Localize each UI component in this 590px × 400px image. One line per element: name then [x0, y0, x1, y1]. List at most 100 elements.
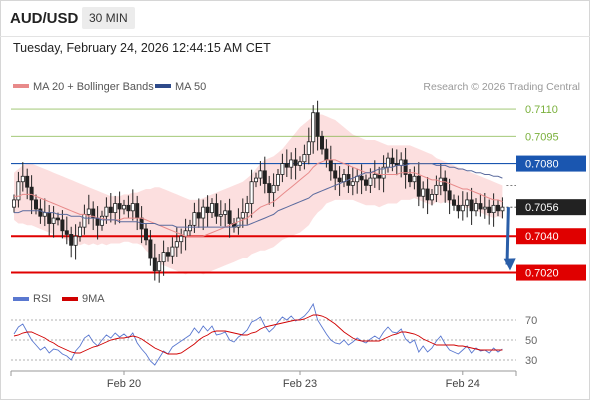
candle [337, 166, 342, 196]
bearish-candle-body [117, 203, 122, 210]
ma50-legend-label: MA 50 [175, 81, 206, 93]
bullish-candle-body [399, 159, 404, 166]
candle [227, 198, 232, 238]
x-axis-tick-label: Feb 20 [107, 378, 141, 390]
candle [465, 192, 470, 218]
bullish-candle-body [482, 206, 487, 210]
candle [170, 237, 175, 264]
rsi-tick-label: 70 [525, 315, 537, 327]
bullish-candle-body [491, 204, 496, 214]
candle [165, 247, 170, 262]
bearish-candle-body [152, 257, 157, 272]
candle [64, 216, 69, 245]
bullish-candle-body [174, 241, 179, 248]
candle [214, 193, 219, 224]
support-label-box [516, 264, 586, 281]
bearish-candle-body [205, 206, 210, 214]
bullish-candle-body [385, 157, 390, 168]
copyright-label: Research © 2026 Trading Central [423, 81, 580, 93]
candle [443, 170, 448, 203]
candle [487, 199, 492, 225]
candle [267, 175, 272, 205]
candle [126, 195, 131, 219]
bullish-candle-body [421, 188, 426, 197]
timeframe-button[interactable]: 30 MIN [82, 7, 135, 29]
candle [469, 187, 474, 225]
candle [262, 156, 267, 194]
bullish-candle-body [460, 204, 465, 212]
x-axis-tick-label: Feb 23 [283, 378, 317, 390]
bullish-candle-body [306, 141, 311, 155]
bearish-candle-body [324, 148, 329, 161]
bearish-candle-body [165, 252, 170, 257]
bearish-candle-body [328, 159, 333, 172]
ma50-legend-swatch [155, 84, 171, 88]
moving-averages [14, 159, 503, 237]
candle [11, 194, 16, 213]
bullish-candle-body [429, 194, 434, 201]
candle [456, 195, 461, 219]
candle [130, 189, 135, 221]
candle [482, 192, 487, 219]
candle [148, 230, 153, 266]
bullish-candle-body [104, 206, 109, 217]
candle [69, 226, 74, 258]
bearish-candle-body [425, 188, 430, 201]
candle [179, 228, 184, 254]
candle [289, 152, 294, 180]
ma20-legend-label: MA 20 + Bollinger Bands [33, 81, 154, 93]
bearish-candle-body [487, 206, 492, 214]
bullish-candle-body [500, 206, 505, 212]
bullish-candle-body [223, 210, 228, 215]
candle [306, 127, 311, 165]
forecast-arrow-shaft [505, 207, 510, 265]
bearish-candle-body [447, 190, 452, 201]
rsi-line [13, 302, 503, 366]
bearish-candle-body [214, 203, 219, 217]
rsi-tick-label: 50 [525, 335, 537, 347]
candle [209, 198, 214, 219]
candle [403, 147, 408, 189]
datetime-label: Tuesday, February 24, 2026 12:44:15 AM C… [13, 41, 271, 55]
bearish-candle-body [108, 206, 113, 214]
candle [478, 193, 483, 217]
bullish-candle-body [289, 159, 294, 168]
bullish-candle-body [73, 235, 78, 246]
bullish-candle-body [20, 175, 25, 183]
bearish-candle-body [451, 199, 456, 206]
rsi-panel: 70 50 30 [11, 302, 537, 367]
bullish-candle-body [245, 203, 250, 214]
candle [315, 100, 320, 151]
bullish-candle-body [161, 252, 166, 263]
chart-header: AUD/USD 30 MIN [0, 0, 590, 37]
candle [86, 194, 91, 225]
bullish-candle-body [78, 226, 83, 237]
candle [117, 191, 122, 224]
bearish-candle-body [143, 228, 148, 241]
bullish-candle-body [465, 199, 470, 206]
bearish-candle-body [262, 170, 267, 184]
candle [447, 178, 452, 215]
bullish-candle-body [368, 177, 373, 186]
bearish-candle-body [315, 112, 320, 137]
candle [381, 155, 386, 193]
bullish-candle-body [130, 203, 135, 212]
bullish-candle-body [280, 163, 285, 175]
bearish-candle-body [284, 163, 289, 168]
candle [38, 199, 43, 224]
symbol-label: AUD/USD [10, 10, 79, 27]
resistance-label: 0.7110 [525, 104, 558, 116]
candle [460, 191, 465, 221]
candle [473, 198, 478, 217]
bullish-candle-body [86, 208, 91, 215]
support-label: 0.7040 [525, 231, 559, 243]
candle [319, 130, 324, 155]
candle [192, 202, 197, 233]
bearish-candle-body [377, 174, 382, 179]
bullish-candle-body [179, 235, 184, 243]
candle [451, 194, 456, 211]
candle [161, 240, 166, 276]
bearish-candle-body [64, 230, 69, 235]
bullish-candle-body [381, 166, 386, 179]
